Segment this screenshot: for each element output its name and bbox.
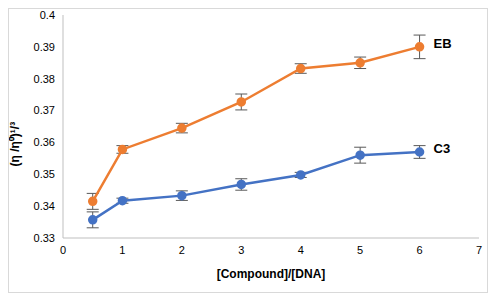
svg-text:0.37: 0.37	[34, 104, 55, 116]
svg-text:5: 5	[357, 244, 363, 256]
svg-text:0.4: 0.4	[40, 9, 55, 21]
svg-text:3: 3	[238, 244, 244, 256]
svg-text:EB: EB	[434, 36, 452, 51]
svg-text:0.39: 0.39	[34, 41, 55, 53]
svg-text:0.36: 0.36	[34, 136, 55, 148]
svg-text:0.35: 0.35	[34, 168, 55, 180]
svg-text:6: 6	[417, 244, 423, 256]
svg-text:2: 2	[179, 244, 185, 256]
svg-text:1: 1	[119, 244, 125, 256]
svg-text:0.34: 0.34	[34, 200, 55, 212]
svg-text:4: 4	[298, 244, 304, 256]
svg-text:0: 0	[60, 244, 66, 256]
svg-text:(η /η⁰)¹/³: (η /η⁰)¹/³	[9, 122, 22, 167]
svg-text:0.38: 0.38	[34, 73, 55, 85]
svg-text:[Compound]/[DNA]: [Compound]/[DNA]	[217, 267, 326, 281]
svg-text:7: 7	[476, 244, 482, 256]
svg-text:0.33: 0.33	[34, 232, 55, 244]
svg-text:C3: C3	[434, 141, 451, 156]
